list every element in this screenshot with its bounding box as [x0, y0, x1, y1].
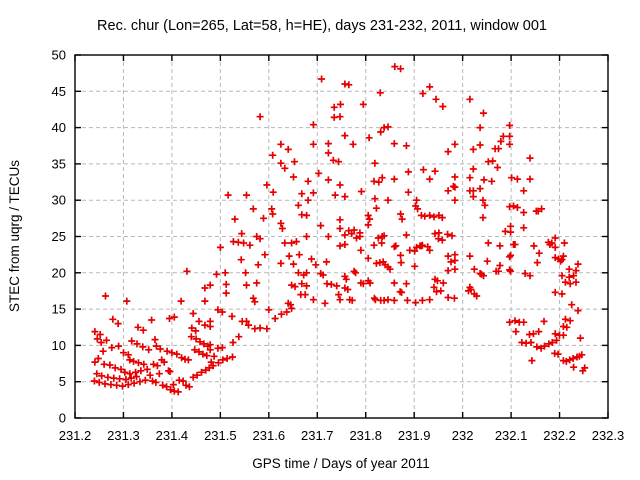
x-tick-label: 231.3	[107, 428, 140, 443]
x-tick-label: 231.5	[204, 428, 237, 443]
y-tick-label: 5	[59, 374, 66, 389]
x-tick-label: 231.6	[253, 428, 286, 443]
tick-labels: 231.2 231.3 231.4 231.5 231.6 231.7 231.8 231.9…	[52, 48, 625, 444]
x-tick-label: 231.4	[156, 428, 189, 443]
y-tick-label: 30	[52, 193, 66, 208]
y-tick-label: 20	[52, 265, 66, 280]
x-tick-label: 231.8	[349, 428, 382, 443]
y-tick-label: 40	[52, 120, 66, 135]
x-tick-label: 231.2	[59, 428, 92, 443]
x-tick-label: 232	[452, 428, 474, 443]
scatter-markers	[90, 63, 589, 396]
y-tick-label: 0	[59, 411, 66, 426]
x-axis-label: GPS time / Days of year 2011	[252, 456, 430, 471]
y-tick-label: 15	[52, 302, 66, 317]
y-tick-label: 50	[52, 48, 66, 63]
y-axis-label: STEC from uqrg / TECUs	[7, 160, 22, 312]
grid-lines	[75, 55, 608, 418]
plot-border	[74, 54, 609, 419]
data-points	[90, 63, 589, 396]
y-tick-label: 35	[52, 156, 66, 171]
x-tick-label: 231.7	[301, 428, 334, 443]
x-tick-label: 232.1	[495, 428, 528, 443]
y-tick-label: 45	[52, 84, 66, 99]
chart-title: Rec. chur (Lon=265, Lat=58, h=HE), days …	[97, 18, 547, 34]
y-tick-label: 25	[52, 229, 66, 244]
x-tick-label: 231.9	[398, 428, 431, 443]
x-tick-label: 232.3	[592, 428, 625, 443]
y-tick-label: 10	[52, 338, 66, 353]
x-tick-label: 232.2	[543, 428, 576, 443]
